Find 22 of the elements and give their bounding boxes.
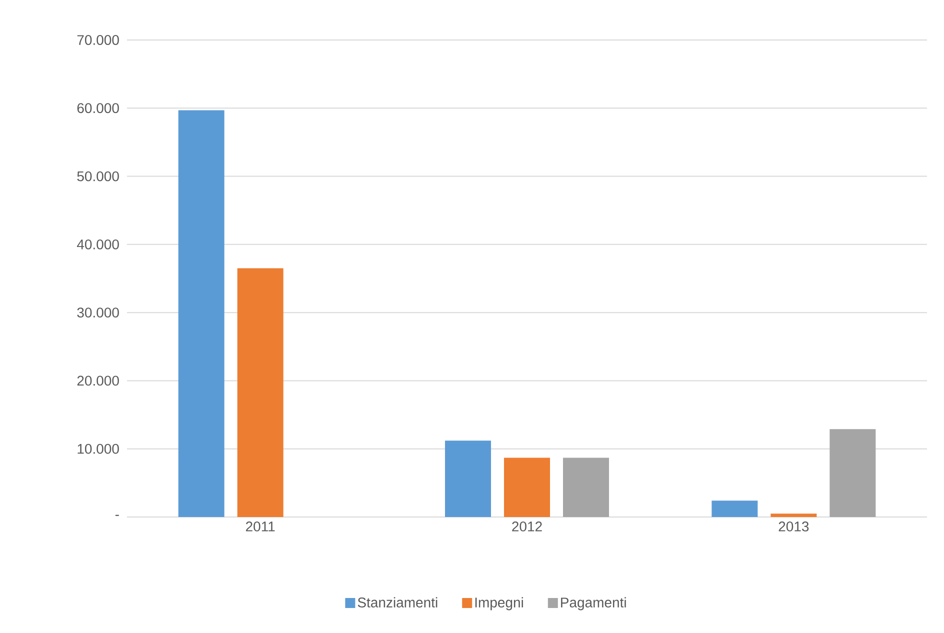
y-tick-label: - — [115, 514, 119, 516]
bar — [712, 500, 758, 517]
y-tick-label: 60.000 — [77, 103, 119, 114]
bar — [770, 514, 817, 517]
y-tick-label: 50.000 — [77, 171, 119, 182]
bar — [563, 458, 610, 517]
y-tick-label: 20.000 — [77, 376, 119, 386]
y-tick-label: 40.000 — [76, 239, 119, 250]
x-tick-label: 2012 — [512, 522, 542, 532]
y-tick-label: 70.000 — [77, 35, 119, 45]
y-tick-label: 10.000 — [78, 444, 119, 454]
y-tick-label: 30.000 — [77, 308, 119, 318]
legend-label: Stanziamenti — [358, 597, 438, 608]
legend-label: Impegni — [475, 597, 523, 610]
legend-label: Pagamenti — [561, 597, 626, 610]
bar — [237, 268, 284, 517]
bar — [504, 458, 550, 517]
bar — [178, 110, 224, 517]
x-tick-label: 2011 — [246, 522, 275, 532]
x-tick-label: 2013 — [778, 522, 809, 532]
bar — [830, 429, 876, 517]
bar — [445, 440, 492, 517]
